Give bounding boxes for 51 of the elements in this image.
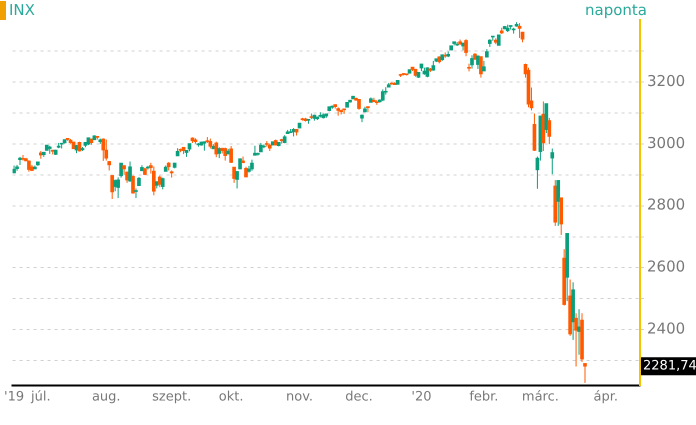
candlestick xyxy=(119,162,123,178)
candlestick xyxy=(160,177,165,190)
candlestick xyxy=(380,88,385,102)
candlestick xyxy=(583,362,587,384)
candlestick xyxy=(152,166,156,196)
candlestick xyxy=(223,147,228,162)
candlestick xyxy=(550,148,554,175)
candlestick xyxy=(518,22,522,38)
candlestick xyxy=(470,54,474,70)
candlestick xyxy=(482,60,486,72)
x-tick-label: '20 xyxy=(411,390,432,405)
candlestick xyxy=(131,174,135,194)
candlestick xyxy=(229,146,233,164)
candlestick xyxy=(536,156,540,190)
candlestick xyxy=(104,139,108,162)
x-tick-label: márc. xyxy=(522,390,559,405)
x-tick-label: dec. xyxy=(345,390,373,405)
candlestick xyxy=(574,312,578,368)
x-tick-label: szept. xyxy=(152,390,192,405)
candlestick xyxy=(496,34,501,46)
candlestick xyxy=(134,188,138,199)
candlestick xyxy=(208,138,212,150)
candlestick xyxy=(357,98,361,110)
y-tick-label: 2400 xyxy=(647,320,686,338)
x-tick-label: '19 xyxy=(4,390,24,405)
x-tick-label: febr. xyxy=(469,390,498,405)
candlestick xyxy=(110,174,114,200)
x-tick-label: nov. xyxy=(286,390,314,405)
candlestick xyxy=(556,180,560,226)
y-tick-label: 3200 xyxy=(647,72,686,90)
x-tick-label: aug. xyxy=(92,390,121,405)
chart-subtitle: naponta xyxy=(585,1,647,19)
candlestick xyxy=(479,56,483,78)
candlestick xyxy=(214,141,218,158)
candlestick xyxy=(128,161,132,182)
y-tick-label: 2600 xyxy=(647,258,686,276)
y-tick-label: 2800 xyxy=(647,196,686,214)
x-tick-label: ápr. xyxy=(594,390,618,405)
candlestick xyxy=(244,166,248,178)
candlestick xyxy=(116,176,120,199)
candlestick xyxy=(101,138,106,162)
text: 2281,74 xyxy=(643,358,696,374)
candlestick xyxy=(250,159,254,172)
candlestick xyxy=(547,117,552,145)
x-tick-label: okt. xyxy=(218,390,244,405)
candlestick xyxy=(432,60,436,72)
candlestick xyxy=(464,38,468,57)
chart-title: INX xyxy=(9,1,35,19)
candlestick xyxy=(217,146,222,159)
y-tick-label: 3000 xyxy=(647,134,686,152)
x-tick-label: júl. xyxy=(30,390,51,405)
